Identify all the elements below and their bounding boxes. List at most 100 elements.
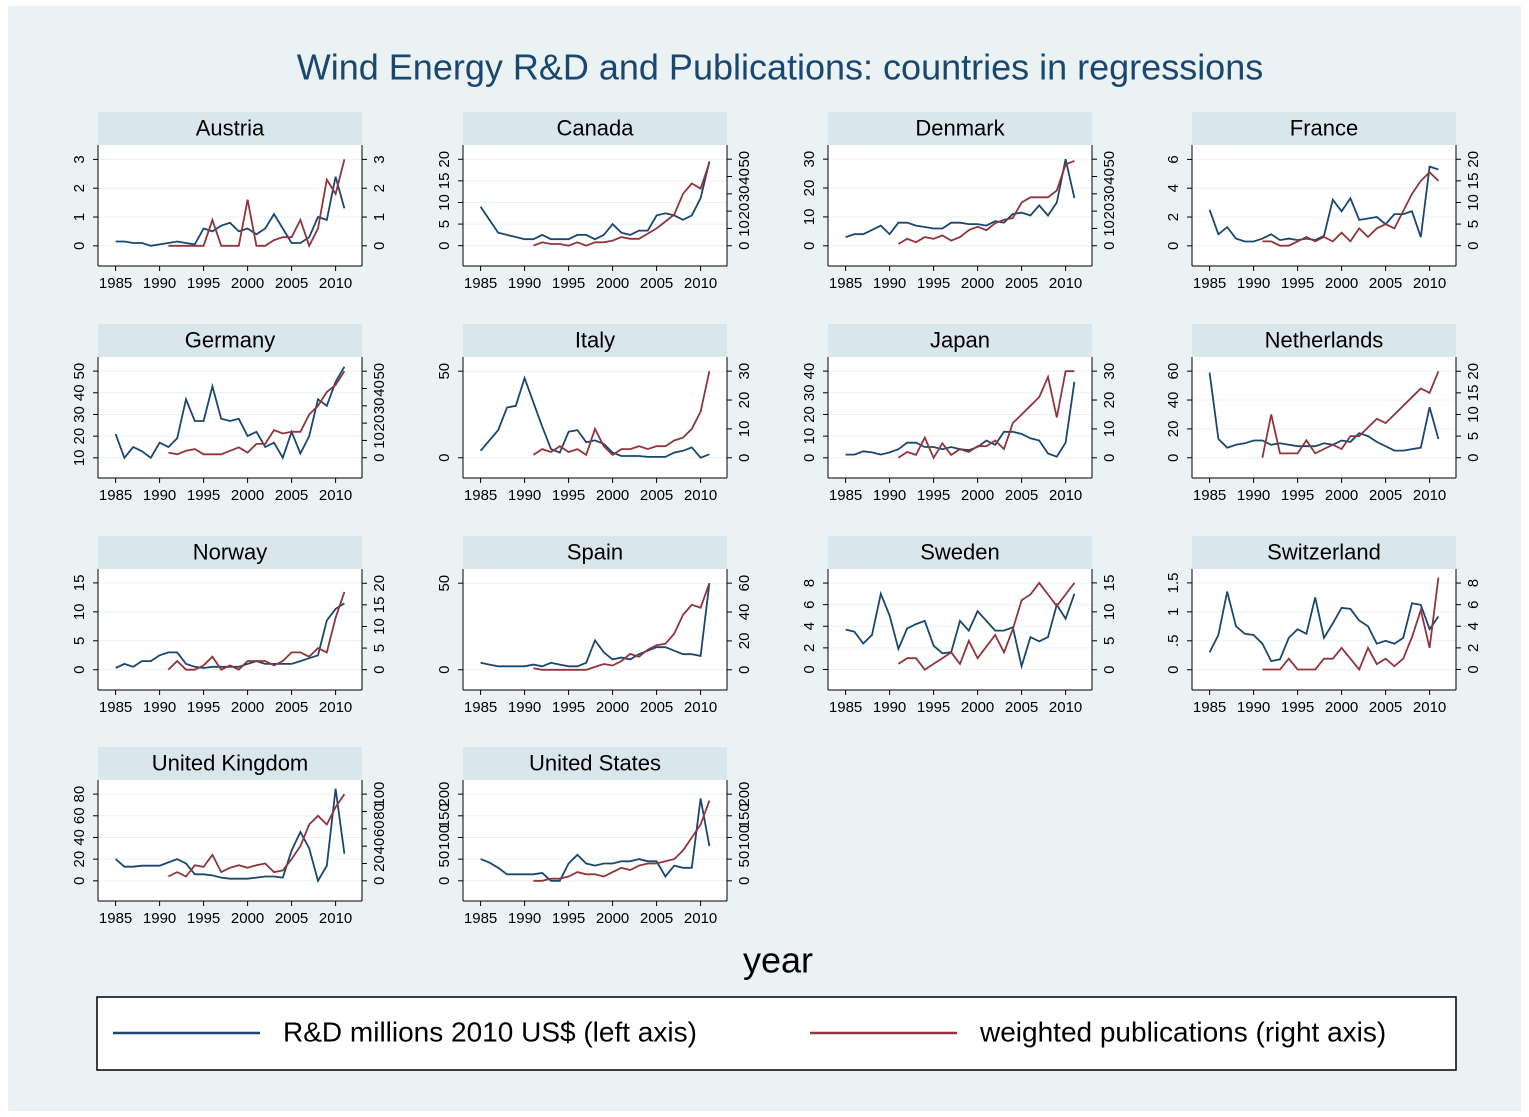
y-tick-label: 4 [1165, 184, 1182, 192]
series-line [167, 793, 346, 878]
series-line [1208, 165, 1439, 243]
y2-tick-label: 0 [736, 454, 753, 462]
x-tick-label: 1995 [552, 699, 585, 716]
x-tick-label: 2010 [684, 487, 717, 504]
panel-title: Germany [185, 327, 275, 352]
y-tick-label: 0 [436, 242, 453, 250]
x-tick-label: 1990 [1237, 699, 1270, 716]
x-tick-label: 2000 [231, 275, 264, 292]
y-tick-label: 20 [1165, 421, 1182, 438]
y2-tick-label: 20 [736, 633, 753, 650]
x-tick-label: 1985 [1193, 275, 1226, 292]
panel-title: Spain [567, 539, 623, 564]
panel-strip [463, 536, 727, 569]
x-tick-label: 2010 [319, 275, 352, 292]
y2-tick-label: 30 [1101, 185, 1118, 202]
y-tick-label: 15 [436, 173, 453, 190]
y-tick-label: 20 [801, 180, 818, 197]
y2-tick-label: 5 [1101, 637, 1118, 645]
series-line [1208, 591, 1440, 663]
x-tick-label: 1990 [508, 275, 541, 292]
x-tick-label: 2000 [961, 699, 994, 716]
x-tick-label: 1995 [552, 487, 585, 504]
x-tick-label: 1990 [143, 910, 176, 927]
x-tick-label: 2000 [596, 487, 629, 504]
plot-area [1192, 357, 1456, 478]
x-tick-label: 2005 [640, 275, 673, 292]
x-tick-label: 2010 [1413, 275, 1446, 292]
plot-area [463, 145, 727, 266]
y2-tick-label: 10 [371, 432, 388, 449]
x-tick-label: 1995 [917, 699, 950, 716]
y-tick-label: 0 [436, 877, 453, 885]
y2-tick-label: 1 [371, 213, 388, 221]
panel-strip [1192, 112, 1456, 145]
y2-tick-label: 20 [371, 415, 388, 432]
x-tick-label: 1990 [143, 699, 176, 716]
series-line [533, 800, 711, 882]
x-tick-label: 2000 [1325, 699, 1358, 716]
y2-tick-label: 3 [371, 155, 388, 163]
y-tick-label: 6 [1165, 155, 1182, 163]
y-tick-label: 60 [71, 807, 88, 824]
y-tick-label: 5 [436, 220, 453, 228]
x-tick-label: 2000 [231, 699, 264, 716]
y2-tick-label: 0 [736, 877, 753, 885]
y-tick-label: 20 [801, 406, 818, 423]
x-tick-label: 2005 [1005, 699, 1038, 716]
x-tick-label: 1985 [1193, 487, 1226, 504]
series-line [480, 798, 711, 882]
series-line [114, 366, 346, 460]
x-tick-label: 2000 [231, 487, 264, 504]
plot-area [98, 569, 362, 690]
x-tick-label: 2000 [596, 699, 629, 716]
series-line [845, 159, 1076, 238]
y2-tick-label: 50 [371, 363, 388, 380]
y2-tick-label: 15 [1465, 173, 1482, 190]
x-tick-label: 2005 [1369, 275, 1402, 292]
y-tick-label: 0 [1165, 666, 1182, 674]
x-tick-label: 2010 [1049, 275, 1082, 292]
y2-tick-label: 40 [371, 838, 388, 855]
x-tick-label: 2010 [319, 910, 352, 927]
y2-tick-label: 20 [1101, 392, 1118, 409]
y2-tick-label: 20 [1101, 203, 1118, 220]
plot-area [98, 357, 362, 478]
y-tick-label: 15 [71, 575, 88, 592]
y2-tick-label: 10 [1101, 603, 1118, 620]
x-tick-label: 1985 [99, 910, 132, 927]
y2-tick-label: 0 [1101, 454, 1118, 462]
y2-tick-label: 0 [1101, 242, 1118, 250]
plot-area [98, 780, 362, 901]
y-tick-label: 40 [71, 384, 88, 401]
legend [96, 996, 1457, 1071]
x-tick-label: 1990 [1237, 487, 1270, 504]
y-tick-label: 4 [801, 622, 818, 630]
y-tick-label: 0 [1165, 454, 1182, 462]
x-tick-label: 1985 [464, 699, 497, 716]
panel-title: Japan [930, 327, 990, 352]
y2-tick-label: 0 [371, 242, 388, 250]
x-tick-label: 2005 [1005, 275, 1038, 292]
x-tick-label: 2010 [684, 275, 717, 292]
x-tick-label: 2000 [596, 275, 629, 292]
x-tick-label: 2005 [1369, 699, 1402, 716]
y2-tick-label: 10 [1465, 194, 1482, 211]
panel-strip [828, 324, 1092, 357]
x-tick-label: 1990 [873, 275, 906, 292]
panel-strip [98, 536, 362, 569]
y-tick-label: 1 [1165, 608, 1182, 616]
y2-tick-label: 20 [736, 392, 753, 409]
y-tick-label: 1.5 [1165, 572, 1182, 593]
y2-tick-label: 40 [736, 604, 753, 621]
series-line [533, 162, 711, 247]
panel-strip [828, 536, 1092, 569]
series-line [1262, 170, 1440, 247]
x-tick-label: 1990 [873, 487, 906, 504]
x-tick-label: 1990 [1237, 275, 1270, 292]
y2-tick-label: 15 [371, 597, 388, 614]
series-line [1261, 370, 1440, 458]
panel-title: France [1290, 115, 1358, 140]
y-tick-label: 50 [436, 363, 453, 380]
series-line [168, 159, 346, 249]
